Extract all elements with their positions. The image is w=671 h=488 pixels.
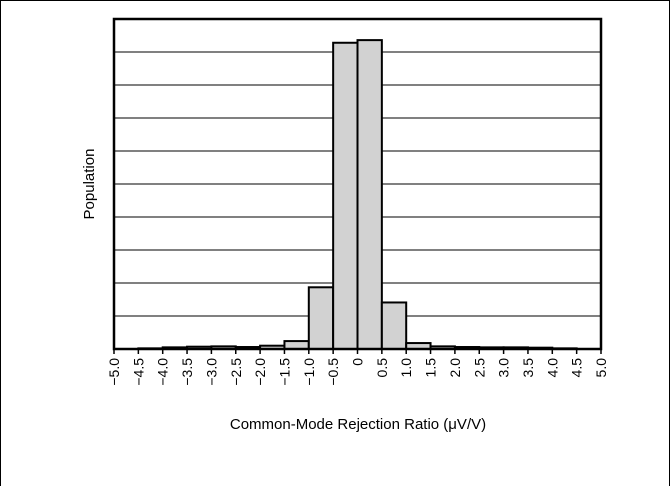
x-tick-label: 4.0 — [544, 358, 560, 378]
x-tick-label: 3.0 — [496, 358, 512, 378]
histogram-bar — [332, 41, 359, 350]
x-tick-label: 0 — [350, 358, 366, 366]
x-tick-label: −2.5 — [228, 358, 244, 386]
histogram-bar — [307, 286, 335, 351]
x-tick-label: 3.5 — [520, 358, 536, 378]
x-tick-label: 2.0 — [447, 358, 463, 378]
x-tick-label: −4.5 — [130, 358, 146, 386]
histogram-bar — [356, 39, 383, 351]
histogram-bars — [137, 39, 578, 351]
x-tick-label: −5.0 — [106, 358, 122, 386]
x-tick-label: −0.5 — [325, 358, 341, 386]
x-tick-label: 1.5 — [423, 358, 439, 378]
x-tick-label: 5.0 — [593, 358, 609, 378]
x-tick-label: −2.0 — [252, 358, 268, 386]
y-axis-label: Population — [81, 149, 98, 220]
x-tick-label: −1.5 — [276, 358, 292, 386]
x-tick-label: −1.0 — [301, 358, 317, 386]
x-tick-label: 0.5 — [374, 358, 390, 378]
x-axis-ticks: −5.0 −4.5 −4.0 −3.5 −3.0 −2.5 −2.0 −1.5 −1.0 −0.5… — [106, 349, 609, 386]
x-tick-label: −3.0 — [203, 358, 219, 386]
x-axis-label: Common-Mode Rejection Ratio (μV/V) — [230, 416, 486, 433]
histogram-bar — [380, 301, 408, 350]
x-tick-label: 1.0 — [398, 358, 414, 378]
x-tick-label: 4.5 — [569, 358, 585, 378]
x-tick-label: −3.5 — [179, 358, 195, 386]
x-tick-label: 2.5 — [471, 358, 487, 378]
x-tick-label: −4.0 — [155, 358, 171, 386]
